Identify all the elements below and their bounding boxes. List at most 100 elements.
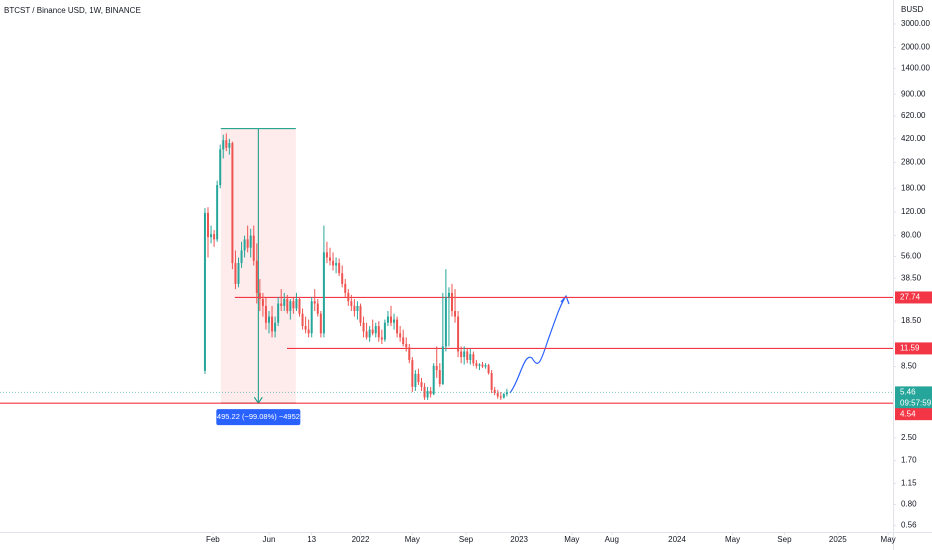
y-tick-label: 80.00	[901, 231, 922, 240]
candle-body	[399, 333, 402, 338]
hline-price-label-box	[895, 291, 932, 304]
candle-body	[389, 316, 392, 323]
candle-body	[359, 305, 362, 323]
candle-body	[466, 351, 469, 361]
countdown-label: 09:57:59	[900, 398, 932, 407]
candle-body	[420, 382, 423, 387]
candle-body	[472, 354, 475, 364]
x-tick-label: 2025	[829, 535, 847, 544]
candle-body	[274, 322, 277, 332]
x-tick-label: May	[881, 535, 896, 544]
candle-body	[499, 396, 502, 398]
candle-body	[386, 316, 389, 323]
candle-body	[335, 263, 338, 266]
candle-body	[298, 299, 301, 314]
candle-body	[228, 143, 231, 148]
x-tick-label: 2024	[668, 535, 686, 544]
candle-body	[261, 299, 264, 306]
candle-body	[252, 235, 255, 261]
candle-body	[316, 303, 319, 314]
candle-body	[402, 337, 405, 345]
candle-body	[271, 316, 274, 332]
y-tick-label: 120.00	[901, 207, 926, 216]
x-tick-label: 13	[307, 535, 316, 544]
x-tick-label: Jun	[263, 535, 276, 544]
chart-title: BTCST / Binance USD, 1W, BINANCE	[4, 6, 141, 15]
candle-body	[210, 234, 213, 238]
candle-body	[429, 390, 432, 395]
candle-body	[350, 301, 353, 306]
y-tick-label: 2.50	[901, 433, 917, 442]
candle-body	[277, 303, 280, 323]
candle-body	[365, 331, 368, 338]
candle-body	[216, 185, 219, 240]
x-tick-label: Feb	[206, 535, 220, 544]
x-tick-label: Aug	[605, 535, 619, 544]
candle-body	[258, 292, 261, 300]
candle-body	[505, 392, 508, 395]
candle-body	[328, 257, 331, 261]
candle-body	[322, 252, 325, 334]
hline-price-label: 27.74	[900, 293, 921, 302]
candle-body	[441, 346, 444, 385]
candle-body	[264, 305, 267, 323]
candle-body	[283, 299, 286, 306]
candle-body	[231, 143, 234, 264]
x-tick-label: 2022	[352, 535, 370, 544]
candle-body	[280, 303, 283, 306]
y-tick-label: 1.15	[901, 478, 917, 487]
x-tick-label: Sep	[459, 535, 474, 544]
candle-body	[411, 360, 414, 387]
y-tick-label: 180.00	[901, 183, 926, 192]
candle-body	[414, 373, 417, 387]
candle-body	[396, 319, 399, 334]
candle-body	[368, 329, 371, 338]
candle-body	[383, 322, 386, 340]
candle-body	[502, 394, 505, 398]
candle-body	[267, 316, 270, 323]
y-tick-label: 900.00	[901, 89, 926, 98]
last-price-label: 5.46	[900, 387, 916, 396]
candle-body	[222, 140, 225, 150]
y-tick-label: 1400.00	[901, 64, 930, 73]
candle-body	[454, 310, 457, 317]
y-tick-label: 620.00	[901, 111, 926, 120]
y-tick-label: 3000.00	[901, 19, 930, 28]
y-tick-label: 280.00	[901, 158, 926, 167]
y-tick-label: 38.50	[901, 273, 922, 282]
candle-body	[426, 390, 429, 398]
candle-body	[310, 301, 313, 334]
candle-body	[338, 263, 341, 274]
x-tick-label: 2023	[510, 535, 528, 544]
candle-body	[432, 365, 435, 395]
candle-body	[405, 344, 408, 348]
candle-body	[207, 212, 210, 238]
candle-body	[234, 263, 237, 284]
y-tick-label: 0.56	[901, 520, 917, 529]
hline-price-label-box	[895, 342, 932, 355]
candle-body	[289, 301, 292, 311]
measure-label-box	[216, 409, 301, 426]
candle-body	[237, 263, 240, 284]
candle-body	[325, 252, 328, 258]
y-tick-label: 2000.00	[901, 43, 930, 52]
candle-body	[377, 326, 380, 338]
candle-body	[371, 329, 374, 334]
candle-body	[423, 386, 426, 398]
candle-body	[301, 313, 304, 327]
candle-body	[438, 370, 441, 385]
candle-body	[447, 292, 450, 297]
candle-body	[408, 347, 411, 361]
candle-body	[225, 140, 228, 148]
candle-body	[457, 316, 460, 352]
hline-price-label: 11.59	[900, 344, 920, 353]
candle-body	[307, 329, 310, 334]
y-tick-label: 1.70	[901, 456, 917, 465]
candle-body	[417, 373, 420, 383]
candle-body	[219, 149, 222, 186]
x-tick-label: May	[725, 535, 740, 544]
x-tick-label: Sep	[777, 535, 792, 544]
candle-body	[255, 260, 258, 293]
